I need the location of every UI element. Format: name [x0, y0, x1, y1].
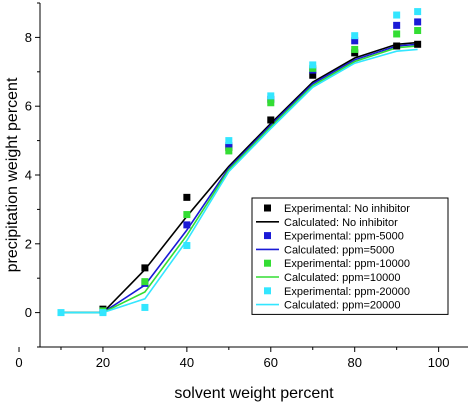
data-point: [351, 37, 359, 45]
data-point: [393, 42, 401, 50]
data-point: [351, 32, 359, 40]
legend-box: [251, 197, 449, 315]
legend-label: Experimental: No inhibitor: [284, 203, 410, 215]
data-point: [414, 18, 422, 26]
legend-label: Experimental: ppm-5000: [284, 231, 404, 243]
legend-marker: [264, 259, 271, 267]
legend-marker: [264, 232, 271, 240]
x-tick-label: 20: [96, 355, 110, 370]
series-line: [61, 48, 418, 314]
data-point: [183, 242, 191, 250]
x-axis-title: solvent weight percent: [174, 385, 334, 402]
data-point: [141, 264, 149, 272]
legend-label: Calculated: ppm=20000: [284, 300, 401, 312]
data-point: [267, 92, 275, 100]
data-point: [225, 147, 233, 155]
series-line: [61, 41, 418, 314]
axes: 0 20 40 60 80 100 0 2 4 6 8: [15, 2, 468, 370]
legend-label: Experimental: ppm-10000: [284, 258, 410, 270]
legend: Experimental: No inhibitor Calculated: No…: [251, 197, 449, 315]
y-tick-label: 0: [25, 305, 32, 320]
data-point: [414, 27, 422, 35]
legend-marker: [264, 287, 271, 295]
y-tick-label: 6: [25, 99, 32, 114]
data-point: [267, 116, 275, 124]
data-point: [267, 99, 275, 107]
data-point: [393, 21, 401, 29]
data-point: [309, 71, 317, 79]
y-tick-label: 8: [25, 30, 32, 45]
data-point: [141, 303, 149, 311]
data-point: [414, 40, 422, 48]
data-point: [414, 8, 422, 16]
legend-marker: [264, 204, 271, 212]
data-point: [393, 11, 401, 19]
y-tick-label: 4: [25, 168, 32, 183]
data-point: [309, 61, 317, 69]
legend-label: Calculated: ppm=10000: [284, 272, 401, 284]
data-point: [225, 142, 233, 150]
legend-label: Calculated: ppm=5000: [284, 244, 394, 256]
data-point: [225, 137, 233, 145]
y-tick-label: 2: [25, 236, 32, 251]
series-line: [61, 45, 418, 314]
x-tick-label: 100: [428, 355, 450, 370]
x-tick-label: 40: [180, 355, 194, 370]
data-point: [183, 221, 191, 229]
legend-label: Experimental: ppm-20000: [284, 286, 410, 298]
data-point: [183, 193, 191, 201]
legend-label: Calculated: No inhibitor: [284, 217, 398, 229]
y-axis-title: precipitation weight percent: [4, 77, 21, 272]
plot-area: [57, 8, 422, 317]
data-point: [393, 30, 401, 38]
x-tick-label: 80: [347, 355, 361, 370]
data-point: [141, 278, 149, 286]
series-line: [61, 43, 418, 314]
x-tick-label: 0: [15, 355, 22, 370]
data-point: [57, 309, 65, 317]
data-point: [99, 309, 107, 317]
data-point: [351, 45, 359, 53]
x-tick-label: 60: [264, 355, 278, 370]
data-point: [183, 211, 191, 219]
